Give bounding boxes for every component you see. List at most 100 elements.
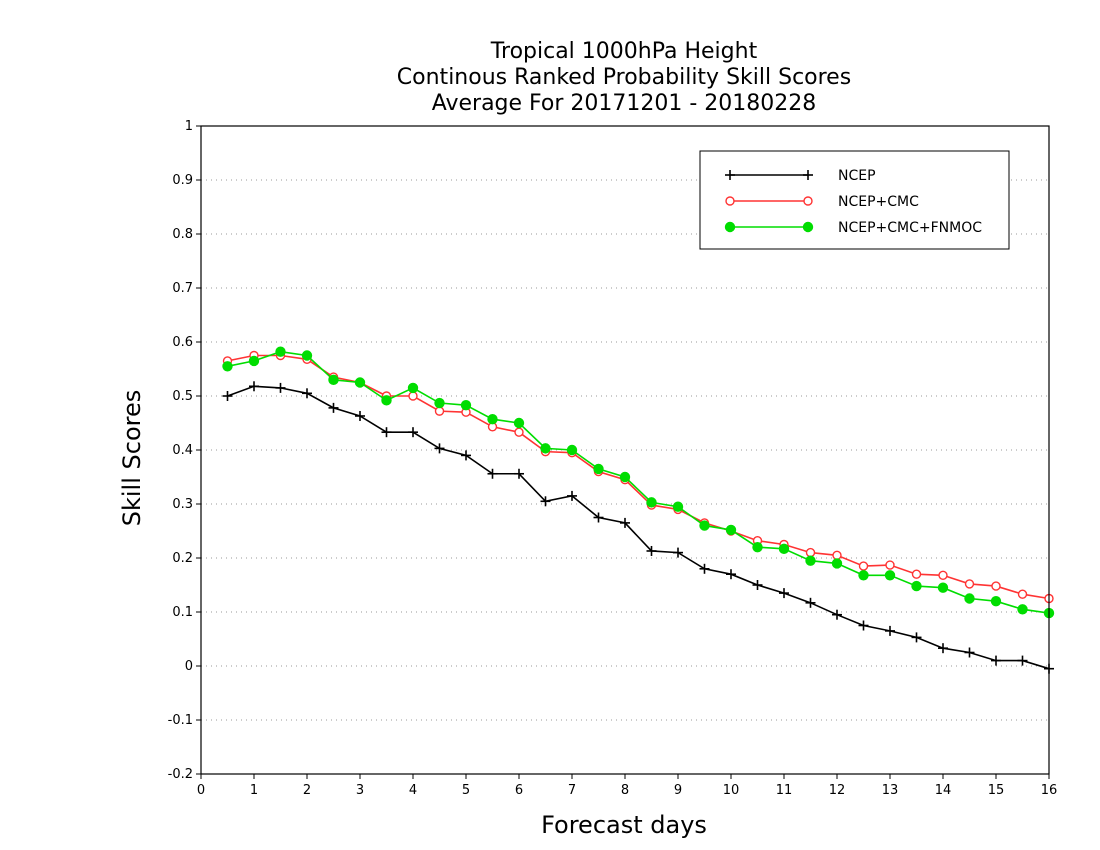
x-tick-label: 7 — [568, 783, 576, 798]
data-point — [620, 517, 630, 528]
data-point — [646, 497, 657, 508]
data-point — [301, 350, 313, 361]
x-tick-label: 4 — [409, 783, 417, 798]
x-tick-label: 8 — [621, 783, 629, 798]
data-point — [991, 655, 1001, 666]
data-point — [1017, 589, 1028, 599]
data-point — [726, 569, 736, 580]
y-tick-label: 0 — [185, 659, 193, 674]
legend-label: NCEP+CMC — [838, 194, 919, 210]
data-point — [408, 391, 418, 401]
chart-title-line-2: Continous Ranked Probability Skill Score… — [397, 65, 851, 90]
data-point — [487, 468, 498, 479]
data-point — [911, 580, 922, 592]
data-point — [566, 444, 578, 456]
legend-box — [699, 150, 1010, 250]
data-point — [911, 569, 922, 579]
x-tick-label: 0 — [197, 783, 205, 798]
data-point — [858, 561, 869, 571]
data-point — [567, 490, 577, 501]
data-point — [805, 555, 816, 566]
chart-title-line-1: Tropical 1000hPa Height — [490, 39, 758, 64]
data-point — [619, 471, 631, 483]
data-point — [514, 427, 524, 437]
x-tick-label: 9 — [674, 783, 682, 798]
data-point — [434, 397, 445, 409]
x-tick-label: 6 — [515, 783, 523, 798]
data-point — [778, 543, 790, 555]
data-point — [885, 560, 895, 570]
data-point — [752, 580, 763, 590]
data-point — [884, 570, 896, 581]
x-tick-label: 12 — [829, 783, 846, 798]
series-ncep — [222, 381, 1054, 674]
data-point — [1017, 604, 1028, 615]
y-tick-label: 0.6 — [172, 335, 193, 350]
x-tick-label: 10 — [723, 783, 740, 798]
data-point — [248, 355, 260, 367]
data-point — [487, 414, 498, 425]
data-point — [673, 547, 683, 558]
x-tick-label: 5 — [462, 783, 470, 798]
data-point — [937, 582, 949, 593]
data-point — [646, 545, 657, 556]
data-point — [434, 406, 445, 416]
data-point — [832, 550, 842, 560]
plot-frame — [200, 125, 1050, 775]
x-tick-label: 14 — [935, 783, 952, 798]
chart-title-line-3: Average For 20171201 - 20180228 — [432, 91, 817, 116]
data-point — [805, 597, 816, 608]
data-point — [434, 443, 445, 454]
x-tick-label: 2 — [303, 783, 311, 798]
legend-marker-end — [802, 221, 814, 233]
y-tick-label: 0.4 — [172, 443, 193, 458]
data-point — [275, 382, 286, 393]
data-point — [328, 374, 339, 386]
data-series — [222, 346, 1055, 674]
data-point — [938, 643, 948, 654]
y-tick-label: 0.1 — [172, 605, 193, 620]
data-point — [831, 558, 843, 569]
data-point — [593, 463, 604, 475]
data-point — [990, 596, 1002, 607]
data-point — [805, 547, 816, 558]
data-point — [328, 402, 339, 413]
legend-marker-end — [803, 196, 813, 206]
data-point — [514, 468, 524, 479]
legend-item: NCEP+CMC — [725, 194, 919, 210]
data-point — [593, 512, 604, 523]
y-axis-label: Skill Scores — [118, 390, 146, 527]
legend-item: NCEP — [725, 168, 876, 184]
data-point — [513, 417, 525, 429]
data-point — [964, 579, 975, 589]
y-tick-label: -0.1 — [168, 713, 193, 728]
x-tick-label: 16 — [1041, 783, 1058, 798]
data-point — [911, 632, 922, 643]
data-point — [381, 395, 392, 406]
data-point — [222, 361, 233, 372]
data-point — [752, 542, 763, 553]
data-point — [964, 647, 975, 658]
data-point — [222, 391, 233, 401]
x-axis-label: Forecast days — [541, 811, 707, 839]
data-point — [699, 520, 710, 531]
series-line — [227, 354, 1050, 600]
data-point — [885, 625, 895, 636]
data-point — [672, 501, 684, 512]
legend-item: NCEP+CMC+FNMOC — [724, 220, 982, 236]
data-point — [355, 410, 365, 421]
y-tick-label: 0.5 — [172, 389, 193, 404]
series-ncep-cmc-fnmoc — [222, 346, 1055, 619]
series-ncep-cmc — [222, 350, 1054, 604]
y-tick-label: 1 — [185, 119, 193, 134]
y-tick-label: 0.2 — [172, 551, 193, 566]
legend-marker-end — [803, 170, 813, 180]
data-point — [249, 381, 259, 392]
data-point — [991, 581, 1001, 591]
y-tick-label: 0.9 — [172, 173, 193, 188]
y-tick-label: 0.7 — [172, 281, 193, 296]
legend-label: NCEP — [838, 168, 876, 184]
x-tick-label: 1 — [250, 783, 258, 798]
data-point — [407, 382, 419, 394]
